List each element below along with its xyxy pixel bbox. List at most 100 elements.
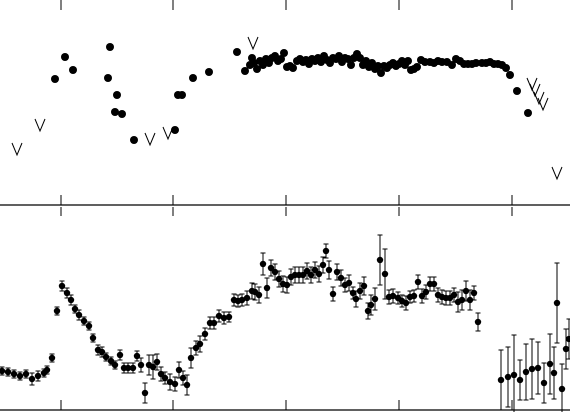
data-point	[44, 367, 50, 373]
data-point	[90, 335, 96, 341]
data-point	[513, 87, 521, 95]
data-point	[205, 68, 213, 76]
data-point	[451, 292, 457, 298]
data-point	[320, 262, 326, 268]
data-point	[54, 308, 60, 314]
data-point	[99, 349, 105, 355]
upper-limit-marker	[248, 37, 258, 49]
data-point	[330, 291, 336, 297]
data-point	[276, 276, 282, 282]
data-point	[211, 320, 217, 326]
data-point	[361, 283, 367, 289]
data-point	[142, 390, 148, 396]
data-point	[86, 323, 92, 329]
data-point	[233, 48, 241, 56]
data-point	[69, 66, 77, 74]
data-point	[382, 271, 388, 277]
data-point	[334, 269, 340, 275]
data-point	[471, 290, 477, 296]
data-point	[346, 280, 352, 286]
data-point	[554, 300, 560, 306]
data-point	[5, 369, 11, 375]
data-point	[511, 372, 517, 378]
bottom-panel-frame	[0, 207, 570, 410]
data-point	[372, 296, 378, 302]
data-point	[11, 371, 17, 377]
data-point	[76, 312, 82, 318]
data-point	[118, 110, 126, 118]
bottom-panel-points	[0, 248, 570, 396]
data-point	[535, 365, 541, 371]
data-point	[150, 364, 156, 370]
upper-limit-marker	[35, 119, 45, 131]
data-point	[49, 355, 55, 361]
data-point	[423, 289, 429, 295]
data-point	[154, 359, 160, 365]
data-point	[103, 354, 109, 360]
data-point	[226, 314, 232, 320]
data-point	[178, 91, 186, 99]
data-point	[517, 377, 523, 383]
data-point	[244, 295, 250, 301]
data-point	[413, 63, 421, 71]
data-point	[506, 71, 514, 79]
data-point	[17, 373, 23, 379]
data-point	[134, 353, 140, 359]
data-point	[431, 281, 437, 287]
data-point	[162, 375, 168, 381]
data-point	[111, 108, 119, 116]
data-point	[551, 370, 557, 376]
data-point	[264, 285, 270, 291]
data-point	[368, 302, 374, 308]
upper-limit-marker	[12, 143, 22, 155]
data-point	[172, 381, 178, 387]
data-point	[64, 290, 70, 296]
upper-limit-marker	[145, 133, 155, 145]
data-point	[180, 375, 186, 381]
data-point	[29, 376, 35, 382]
data-point	[523, 369, 529, 375]
data-point	[529, 366, 535, 372]
data-point	[415, 279, 421, 285]
data-point	[256, 292, 262, 298]
data-point	[130, 136, 138, 144]
data-point	[117, 352, 123, 358]
data-point	[459, 297, 465, 303]
data-point	[326, 267, 332, 273]
data-point	[189, 74, 197, 82]
data-point	[316, 271, 322, 277]
data-point	[350, 290, 356, 296]
data-point	[112, 362, 118, 368]
data-point	[357, 288, 363, 294]
data-point	[411, 293, 417, 299]
data-point	[284, 282, 290, 288]
data-point	[463, 288, 469, 294]
data-point	[541, 380, 547, 386]
data-point	[188, 355, 194, 361]
data-point	[563, 346, 569, 352]
data-point	[404, 57, 412, 65]
data-point	[365, 308, 371, 314]
data-point	[104, 74, 112, 82]
data-point	[308, 272, 314, 278]
data-point	[403, 300, 409, 306]
data-point	[498, 377, 504, 383]
bottom-panel	[0, 207, 570, 412]
data-point	[61, 53, 69, 61]
top-panel-points	[12, 37, 562, 179]
data-point	[51, 75, 59, 83]
data-point	[35, 373, 41, 379]
data-point	[176, 367, 182, 373]
data-point	[59, 283, 65, 289]
data-point	[130, 365, 136, 371]
data-point	[113, 91, 121, 99]
data-point	[68, 297, 74, 303]
data-point	[202, 331, 208, 337]
data-point	[505, 374, 511, 380]
data-point	[524, 109, 532, 117]
data-point	[338, 275, 344, 281]
data-point	[323, 248, 329, 254]
top-panel	[0, 0, 570, 205]
data-point	[377, 257, 383, 263]
